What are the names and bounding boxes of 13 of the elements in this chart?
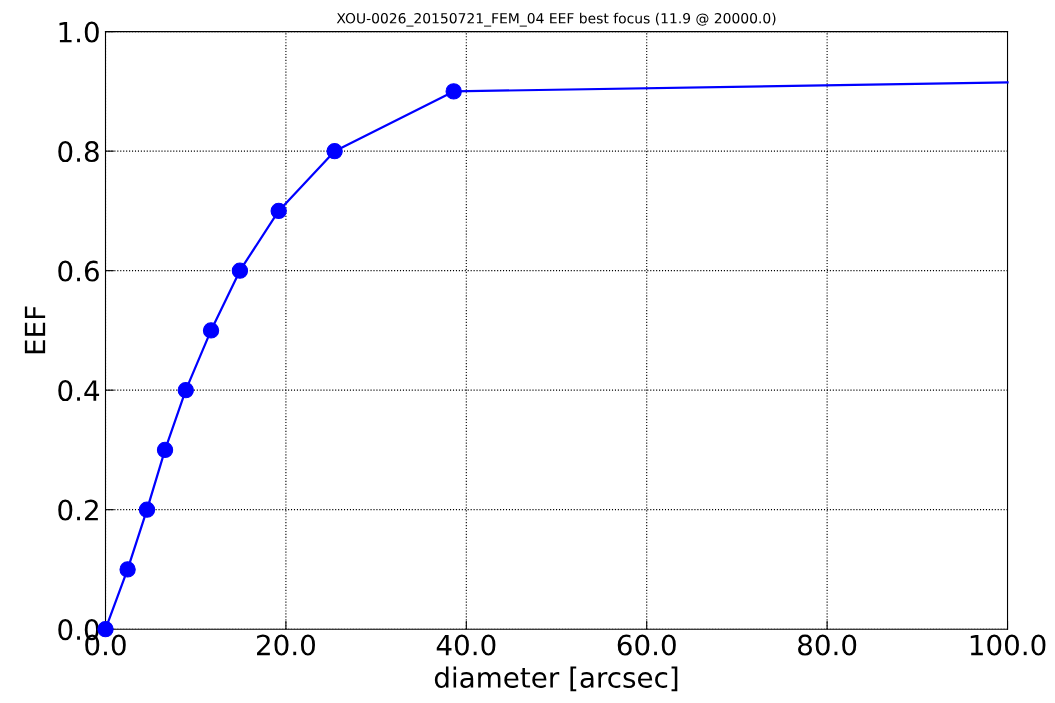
x-tick-label: 20.0	[257, 634, 315, 656]
x-tick-label: 80.0	[798, 634, 857, 656]
y-tick-label: 0.2	[58, 499, 98, 521]
y-tick-label: 0.4	[58, 380, 100, 402]
x-tick-label: 60.0	[617, 634, 676, 656]
y-axis-title: EEF	[24, 306, 46, 354]
x-axis-title: diameter [arcsec]	[434, 666, 678, 692]
y-tick-label: 0.6	[58, 260, 99, 282]
y-tick-label: 0.8	[58, 141, 99, 163]
x-tick-label: 100.0	[970, 634, 1046, 656]
chart-title: XOU-0026_20150721_FEM_04 EEF best focus (11.9 @ 20000.0)	[336, 12, 776, 27]
y-tick-label: 1.0	[59, 21, 99, 43]
x-tick-label: 40.0	[436, 634, 496, 656]
